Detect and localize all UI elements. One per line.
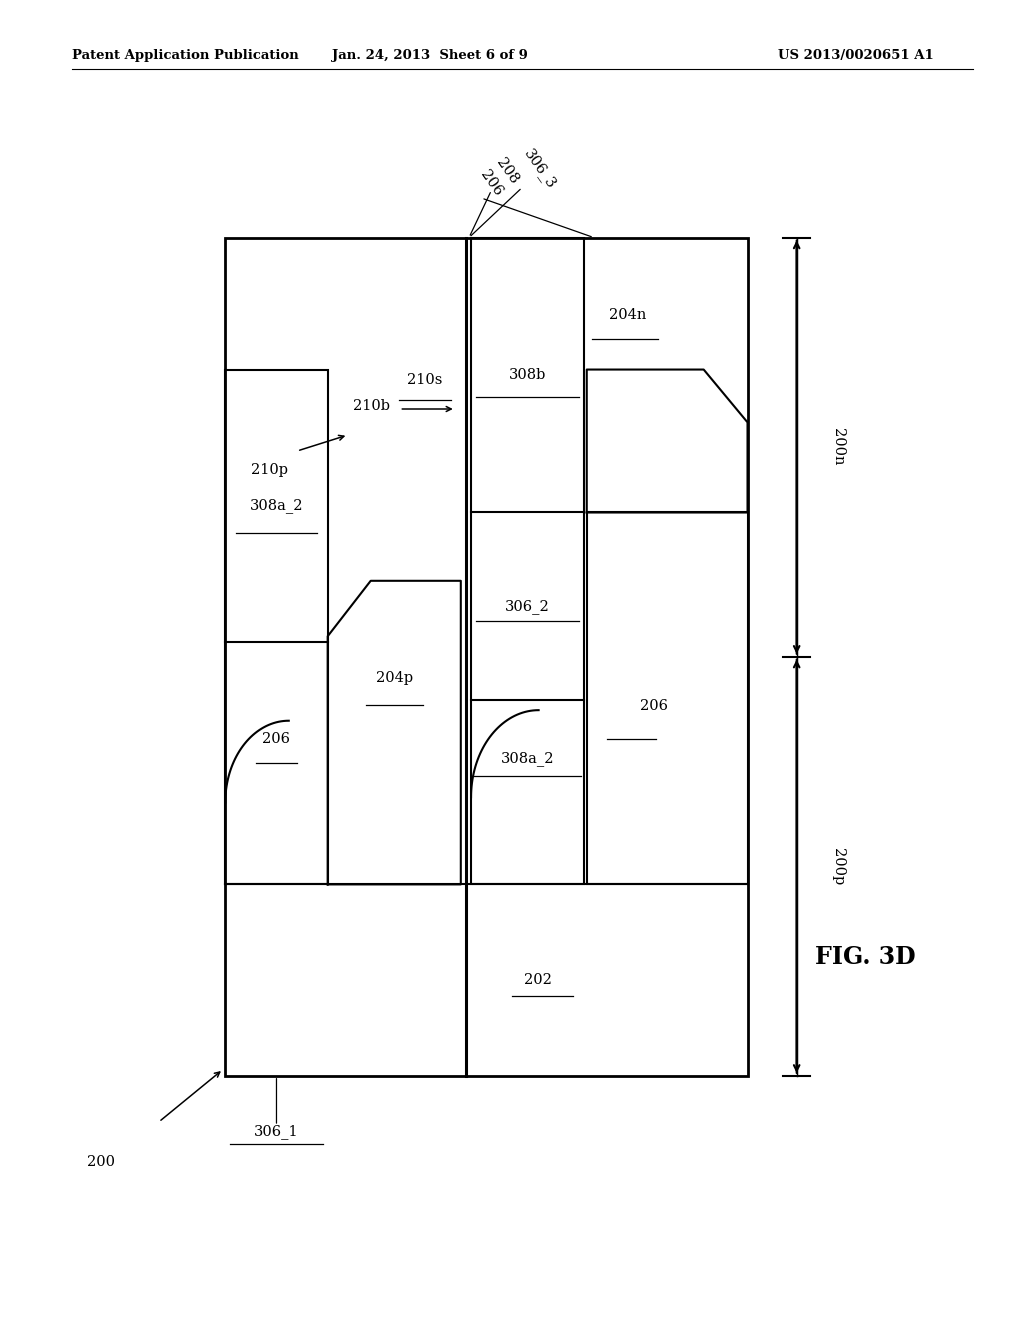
Text: 206: 206 (640, 698, 669, 713)
Text: FIG. 3D: FIG. 3D (815, 945, 915, 969)
Text: 200p: 200p (830, 847, 845, 884)
Text: 306_2: 306_2 (505, 599, 550, 614)
Text: 202: 202 (523, 973, 552, 987)
Bar (225, 238, 748, 1076)
Text: 306_1: 306_1 (254, 1123, 299, 1139)
Text: 210b: 210b (353, 399, 390, 413)
Text: US 2013/0020651 A1: US 2013/0020651 A1 (778, 49, 934, 62)
Bar (471, 238, 584, 884)
Text: 200: 200 (87, 1155, 115, 1168)
Text: Jan. 24, 2013  Sheet 6 of 9: Jan. 24, 2013 Sheet 6 of 9 (332, 49, 528, 62)
Text: Patent Application Publication: Patent Application Publication (72, 49, 298, 62)
Text: 210p: 210p (251, 463, 288, 478)
Text: 210s: 210s (408, 372, 442, 387)
Text: 208: 208 (494, 156, 520, 187)
Bar (587, 512, 748, 884)
Text: 308b: 308b (509, 368, 546, 381)
Text: 204n: 204n (608, 308, 646, 322)
Bar (225, 370, 328, 884)
Text: 206: 206 (478, 168, 505, 199)
Text: 200n: 200n (830, 429, 845, 466)
Text: 204p: 204p (376, 671, 413, 685)
Text: 308a_2: 308a_2 (501, 751, 554, 767)
Text: 308a_2: 308a_2 (250, 499, 303, 513)
Text: 206: 206 (262, 733, 291, 746)
Text: 306_3: 306_3 (520, 147, 559, 191)
